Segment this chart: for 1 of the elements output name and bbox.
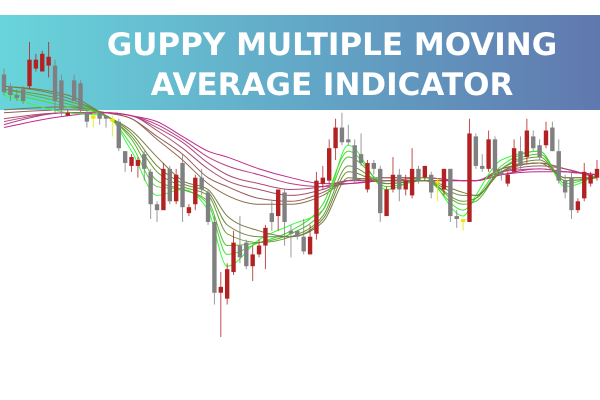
chart-title: GUPPY MULTIPLE MOVING AVERAGE INDICATOR bbox=[106, 27, 558, 103]
